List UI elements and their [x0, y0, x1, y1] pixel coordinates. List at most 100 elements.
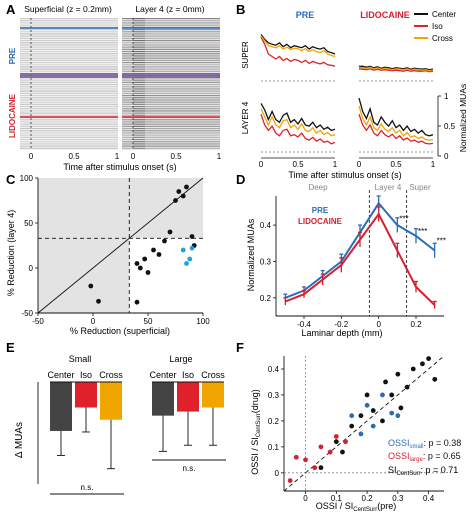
raster-row — [20, 141, 118, 143]
e-bar-cross — [100, 382, 122, 420]
raster-onset-band — [133, 88, 145, 90]
raster-row — [122, 110, 220, 112]
legend-iso-label: Iso — [432, 22, 443, 31]
f-point-black — [340, 449, 345, 455]
d-legend-lido: LIDOCAINE — [298, 217, 343, 226]
raster-onset-band — [133, 119, 145, 121]
panel-a-label: A — [6, 2, 16, 17]
panel-b-xlabel: Time after stimulus onset (s) — [288, 170, 401, 180]
raster-row — [122, 130, 220, 132]
d-xtick-label: 0.2 — [410, 320, 422, 329]
raster-onset-band — [133, 123, 145, 125]
raster-row — [122, 92, 220, 94]
raster-row — [20, 88, 118, 90]
f-point-red — [287, 478, 293, 484]
panel-b-pre-title: PRE — [296, 10, 315, 20]
raster-onset-band — [133, 128, 145, 130]
raster-onset-band — [133, 70, 145, 72]
raster-row — [122, 42, 220, 44]
raster-row — [122, 143, 220, 145]
raster-row — [122, 99, 220, 101]
raster-row — [20, 18, 118, 20]
raster-row — [122, 123, 220, 125]
raster-onset-band — [133, 86, 145, 88]
raster-onset-band — [133, 40, 145, 42]
f-point-black — [426, 356, 432, 361]
panel-b-xtick-0.5: 0.5 — [292, 160, 304, 169]
raster-row — [122, 18, 220, 20]
raster-row — [20, 68, 118, 70]
raster-row — [20, 95, 118, 97]
raster-row-pre-label: PRE — [8, 47, 17, 64]
c-point-blue — [189, 245, 195, 251]
d-ytick-label: 0.2 — [260, 294, 272, 303]
c-point-black — [96, 298, 101, 304]
raster-row — [20, 112, 118, 114]
f-point-blue — [370, 423, 376, 429]
b-trace-cross — [260, 108, 336, 137]
c-point-black — [134, 299, 140, 305]
c-xtick-label: 0 — [91, 317, 96, 326]
raster-row — [122, 59, 220, 61]
c-point-black — [151, 247, 156, 253]
panel-d-xlabel: Laminar depth (mm) — [301, 328, 382, 338]
raster-row — [20, 136, 118, 138]
raster-onset-band — [133, 81, 145, 83]
raster-purple-band-left — [20, 73, 118, 78]
d-region-layer4: Layer 4 — [375, 183, 402, 192]
c-point-blue — [184, 261, 189, 266]
raster-row — [122, 112, 220, 114]
raster-onset-band — [133, 84, 145, 86]
e-bar-cross — [202, 382, 224, 408]
raster-right-tick-0: 0 — [131, 152, 136, 161]
d-legend-pre: PRE — [312, 206, 329, 215]
raster-row — [122, 51, 220, 53]
raster-onset-band — [133, 66, 145, 68]
raster-onset-band — [133, 125, 145, 127]
c-point-black — [167, 229, 173, 235]
c-point-black — [142, 256, 148, 262]
raster-onset-band — [133, 99, 145, 101]
f-point-blue — [395, 413, 401, 419]
f-point-red — [333, 434, 339, 439]
c-ytick-label: 100 — [20, 174, 34, 183]
raster-superficial — [20, 18, 118, 150]
c-xtick-label: -50 — [32, 317, 44, 326]
raster-onset-band — [133, 145, 145, 147]
b-trace-center — [359, 65, 434, 71]
raster-row — [20, 101, 118, 103]
raster-row — [122, 139, 220, 141]
b-trace-cross — [260, 35, 336, 58]
raster-onset-band — [133, 18, 145, 20]
panel-b-label: B — [236, 2, 245, 17]
f-ytick-label: 0.2 — [268, 417, 280, 426]
f-point-black — [420, 361, 425, 367]
raster-onset-band — [133, 108, 145, 110]
raster-row — [20, 92, 118, 94]
raster-onset-band — [133, 57, 145, 59]
raster-row — [20, 35, 118, 37]
raster-onset-band — [133, 35, 145, 37]
raster-row — [122, 95, 220, 97]
raster-row — [122, 88, 220, 90]
f-xtick-label: 0.2 — [362, 494, 374, 503]
f-point-red — [293, 454, 299, 460]
raster-row — [122, 53, 220, 55]
raster-row — [122, 106, 220, 108]
panel-d-profile: Deep Layer 4 Super PRE LIDOCAINE *** *** *** -0.… — [260, 183, 446, 329]
raster-row — [122, 57, 220, 59]
raster-row — [20, 40, 118, 42]
f-xtick-label: 0.3 — [392, 494, 404, 503]
f-point-black — [398, 405, 404, 411]
panel-b-xtick-0.5b: 0.5 — [390, 160, 402, 169]
c-ytick-label: -50 — [21, 309, 33, 318]
panel-b-row-l4: LAYER 4 — [241, 101, 250, 134]
raster-row — [20, 33, 118, 35]
panel-b-ylabel: Normalized MUAs — [458, 84, 468, 153]
raster-row — [20, 24, 118, 26]
raster-row — [122, 147, 220, 149]
panel-b-xtick-1b: 1 — [431, 160, 436, 169]
panel-b-traces — [260, 34, 434, 159]
raster-onset-band — [133, 139, 145, 141]
b-trace-cross — [358, 66, 434, 72]
